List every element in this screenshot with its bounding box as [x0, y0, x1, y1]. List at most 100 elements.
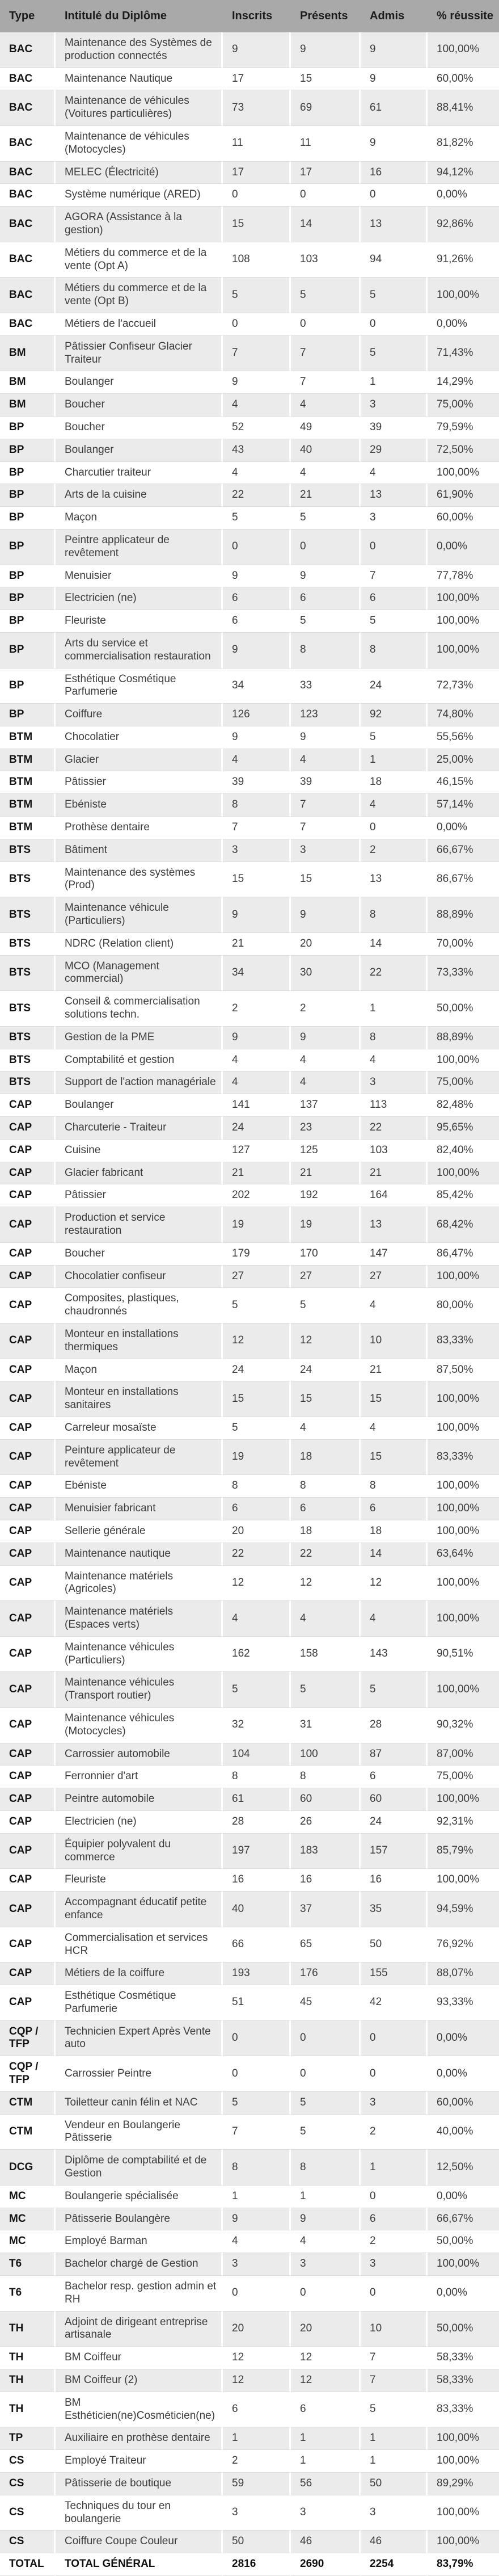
cell-admis: 18: [361, 1520, 428, 1543]
cell-presents: 1: [291, 2427, 361, 2451]
cell-type: BAC: [0, 161, 56, 184]
cell-type: BTS: [0, 1026, 56, 1049]
cell-reussite: 72,73%: [428, 668, 499, 704]
cell-type: CQP / TFP: [0, 2056, 56, 2092]
header-presents: Présents: [291, 0, 361, 32]
cell-inscrits: 0: [223, 2020, 291, 2057]
cell-name: Electricien (ne): [56, 587, 223, 611]
cell-name: Bachelor resp. gestion admin et RH: [56, 2276, 223, 2312]
cell-admis: 50: [361, 1927, 428, 1963]
cell-presents: 12: [291, 1565, 361, 1602]
cell-admis: 13: [361, 207, 428, 242]
cell-name: Maintenance matériels (Espaces verts): [56, 1601, 223, 1637]
cell-admis: 3: [361, 2495, 428, 2531]
cell-reussite: 100,00%: [428, 587, 499, 611]
cell-type: BP: [0, 587, 56, 611]
cell-presents: 56: [291, 2473, 361, 2495]
table-row: MC Pâtisserie Boulangère 9 9 6 66,67%: [0, 2208, 499, 2231]
cell-admis: 16: [361, 1869, 428, 1892]
cell-name: Peintre automobile: [56, 1788, 223, 1811]
table-row: CAP Métiers de la coiffure 193 176 155 88,07%: [0, 1963, 499, 1986]
cell-reussite: 80,00%: [428, 1288, 499, 1323]
cell-presents: 11: [291, 125, 361, 162]
cell-type: CAP: [0, 1417, 56, 1440]
cell-inscrits: 24: [223, 1359, 291, 1382]
cell-presents: 21: [291, 484, 361, 507]
cell-name: Maintenance véhicules (Motocycles): [56, 1707, 223, 1743]
cell-name: Cuisine: [56, 1139, 223, 1162]
cell-admis: 61: [361, 90, 428, 126]
cell-admis: 13: [361, 862, 428, 898]
cell-admis: 8: [361, 1026, 428, 1049]
table-row: CAP Monteur en installations thermiques 12…: [0, 1323, 499, 1359]
cell-presents: 1: [291, 2185, 361, 2208]
cell-inscrits: 6: [223, 2392, 291, 2428]
cell-reussite: 70,00%: [428, 932, 499, 956]
cell-reussite: 100,00%: [428, 2531, 499, 2554]
cell-name: Système numérique (ARED): [56, 184, 223, 207]
cell-reussite: 72,50%: [428, 439, 499, 462]
cell-inscrits: 15: [223, 207, 291, 242]
cell-admis: 4: [361, 461, 428, 485]
header-type: Type: [0, 0, 56, 32]
cell-name: Bâtiment: [56, 839, 223, 862]
cell-inscrits: 24: [223, 1117, 291, 1140]
cell-type: CAP: [0, 1707, 56, 1743]
cell-admis: 10: [361, 2311, 428, 2347]
cell-inscrits: 7: [223, 2114, 291, 2150]
table-row: CAP Esthétique Cosmétique Parfumerie 51 45 4…: [0, 1985, 499, 2021]
cell-name: Charcutier traiteur: [56, 461, 223, 485]
cell-reussite: 88,41%: [428, 90, 499, 126]
table-row: MC Employé Barman 4 4 2 50,00%: [0, 2230, 499, 2254]
cell-inscrits: 8: [223, 1475, 291, 1498]
cell-inscrits: 11: [223, 125, 291, 162]
cell-reussite: 82,40%: [428, 1139, 499, 1162]
cell-type: CAP: [0, 1288, 56, 1323]
cell-type: BTS: [0, 897, 56, 933]
cell-presents: 183: [291, 1833, 361, 1869]
cell-reussite: 66,67%: [428, 2208, 499, 2231]
cell-admis: 3: [361, 2253, 428, 2276]
cell-inscrits: 6: [223, 1498, 291, 1520]
cell-type: BP: [0, 668, 56, 704]
table-row: CAP Accompagnant éducatif petite enfance 4…: [0, 1892, 499, 1927]
table-row: BTS Maintenance véhicule (Particuliers) 9 9…: [0, 897, 499, 933]
cell-presents: 7: [291, 371, 361, 394]
cell-reussite: 63,64%: [428, 1543, 499, 1566]
table-row: BP Esthétique Cosmétique Parfumerie 34 33 24…: [0, 668, 499, 704]
table-row: CAP Electricien (ne) 28 26 24 92,31%: [0, 1810, 499, 1834]
cell-inscrits: 22: [223, 484, 291, 507]
cell-type: BTS: [0, 932, 56, 956]
table-row: BAC MELEC (Électricité) 17 17 16 94,12%: [0, 161, 499, 184]
cell-name: Menuisier fabricant: [56, 1498, 223, 1520]
cell-type: CAP: [0, 1139, 56, 1162]
cell-admis: 4: [361, 1049, 428, 1072]
cell-name: Maintenance matériels (Agricoles): [56, 1565, 223, 1602]
cell-admis: 155: [361, 1963, 428, 1986]
table-row: CQP / TFP Technicien Expert Après Vente a…: [0, 2020, 499, 2057]
cell-inscrits: 20: [223, 1520, 291, 1543]
table-row: BAC Métiers du commerce et de la vente (O…: [0, 278, 499, 313]
cell-reussite: 88,89%: [428, 1026, 499, 1049]
cell-name: Carreleur mosaïste: [56, 1417, 223, 1440]
table-row: T6 Bachelor chargé de Gestion 3 3 3 100,00%: [0, 2253, 499, 2276]
cell-admis: 0: [361, 184, 428, 207]
table-row: BP Fleuriste 6 5 5 100,00%: [0, 610, 499, 633]
cell-type: CAP: [0, 1766, 56, 1789]
cell-type: T6: [0, 2276, 56, 2312]
cell-name: BM Coiffeur (2): [56, 2369, 223, 2392]
cell-admis: 164: [361, 1184, 428, 1208]
cell-presents: 5: [291, 278, 361, 313]
cell-reussite: 0,00%: [428, 2020, 499, 2057]
cell-name: Maintenance véhicule (Particuliers): [56, 897, 223, 933]
cell-name: Prothèse dentaire: [56, 817, 223, 839]
cell-type: DCG: [0, 2150, 56, 2186]
cell-type: BTM: [0, 794, 56, 817]
cell-name: Arts du service et commercialisation res…: [56, 632, 223, 669]
table-row: BP Maçon 5 5 3 60,00%: [0, 507, 499, 530]
table-body: BAC Maintenance des Systèmes de productio…: [0, 32, 499, 2554]
cell-inscrits: 4: [223, 1071, 291, 1095]
cell-name: Accompagnant éducatif petite enfance: [56, 1892, 223, 1927]
cell-name: Chocolatier confiseur: [56, 1265, 223, 1288]
